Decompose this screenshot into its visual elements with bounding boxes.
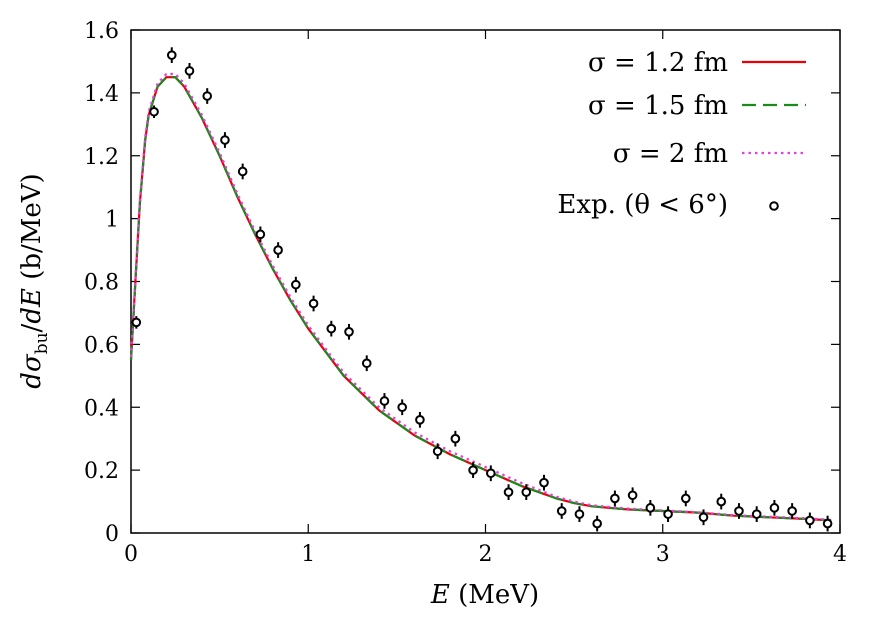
data-point xyxy=(521,487,532,497)
x-tick-label: 4 xyxy=(833,542,847,567)
data-point xyxy=(397,402,407,413)
data-point xyxy=(787,506,797,516)
data-point xyxy=(592,518,602,529)
y-tick-label: 0 xyxy=(105,522,119,547)
legend-entry-experiment: Exp. (θ < 6°) xyxy=(557,190,779,220)
data-point xyxy=(663,509,673,519)
data-point xyxy=(610,493,620,504)
data-point xyxy=(131,317,142,328)
data-point xyxy=(645,503,656,513)
y-tick-label: 1.4 xyxy=(84,82,119,107)
data-point xyxy=(556,506,567,516)
data-point xyxy=(379,396,390,406)
legend-label: σ = 2 fm xyxy=(613,139,728,169)
data-point xyxy=(432,446,443,457)
y-tick-label: 0.6 xyxy=(84,333,119,358)
y-tick-label: 0.2 xyxy=(84,459,119,484)
experimental-points xyxy=(131,47,833,532)
data-point xyxy=(574,509,585,519)
data-point xyxy=(539,477,549,488)
data-point xyxy=(361,358,372,369)
plot-frame xyxy=(130,29,841,534)
data-point xyxy=(291,279,301,290)
data-point xyxy=(627,490,638,501)
y-tick-label: 1.2 xyxy=(84,145,119,170)
data-point xyxy=(716,496,727,507)
data-point xyxy=(202,91,213,101)
y-tick-label: 1.6 xyxy=(84,19,119,44)
x-tick-label: 1 xyxy=(301,542,315,567)
axis-ticks: 0 1 2 3 4 0 0.2 0.4 0.6 0.8 1 1.2 1.4 1.6 xyxy=(84,19,847,567)
legend-entry-sigma-1-5: σ = 1.5 fm xyxy=(588,91,806,121)
data-point xyxy=(237,166,248,177)
data-point xyxy=(751,509,762,519)
data-point xyxy=(805,515,815,526)
legend-label: σ = 1.2 fm xyxy=(588,48,728,78)
x-tick-label: 2 xyxy=(479,542,493,567)
series-line-2 xyxy=(129,72,832,521)
data-point xyxy=(415,415,425,425)
legend: σ = 1.2 fm σ = 1.5 fm σ = 2 fm Exp. (θ <… xyxy=(557,48,806,220)
data-point xyxy=(698,512,709,523)
data-point xyxy=(326,323,337,334)
y-tick-label: 0.8 xyxy=(84,271,119,296)
data-point xyxy=(734,506,744,516)
legend-label: σ = 1.5 fm xyxy=(588,91,728,121)
model-curves xyxy=(129,72,832,522)
data-point xyxy=(468,465,478,475)
x-axis-label: E (MeV) xyxy=(430,580,539,610)
data-point xyxy=(166,50,177,60)
data-point xyxy=(255,229,266,240)
data-point xyxy=(450,433,461,444)
legend-label: Exp. (θ < 6°) xyxy=(557,190,728,220)
legend-entry-sigma-1-2: σ = 1.2 fm xyxy=(588,48,806,78)
y-axis-label: dσbu/dE (b/MeV) xyxy=(17,173,52,388)
x-tick-label: 0 xyxy=(124,542,138,567)
data-point xyxy=(273,245,283,255)
data-point xyxy=(822,518,833,529)
legend-marker xyxy=(769,201,779,211)
data-point xyxy=(308,298,319,309)
x-tick-label: 3 xyxy=(656,542,670,567)
series-line-1 xyxy=(129,76,832,522)
data-point xyxy=(220,135,230,145)
y-tick-label: 0.4 xyxy=(84,396,119,421)
legend-entry-sigma-2: σ = 2 fm xyxy=(613,139,806,169)
data-point xyxy=(680,493,691,504)
data-point xyxy=(769,503,780,513)
data-point xyxy=(184,66,195,76)
y-tick-label: 1 xyxy=(105,208,119,233)
data-point xyxy=(503,487,514,497)
data-point xyxy=(149,106,159,117)
data-point xyxy=(486,468,496,479)
data-point xyxy=(344,327,354,337)
